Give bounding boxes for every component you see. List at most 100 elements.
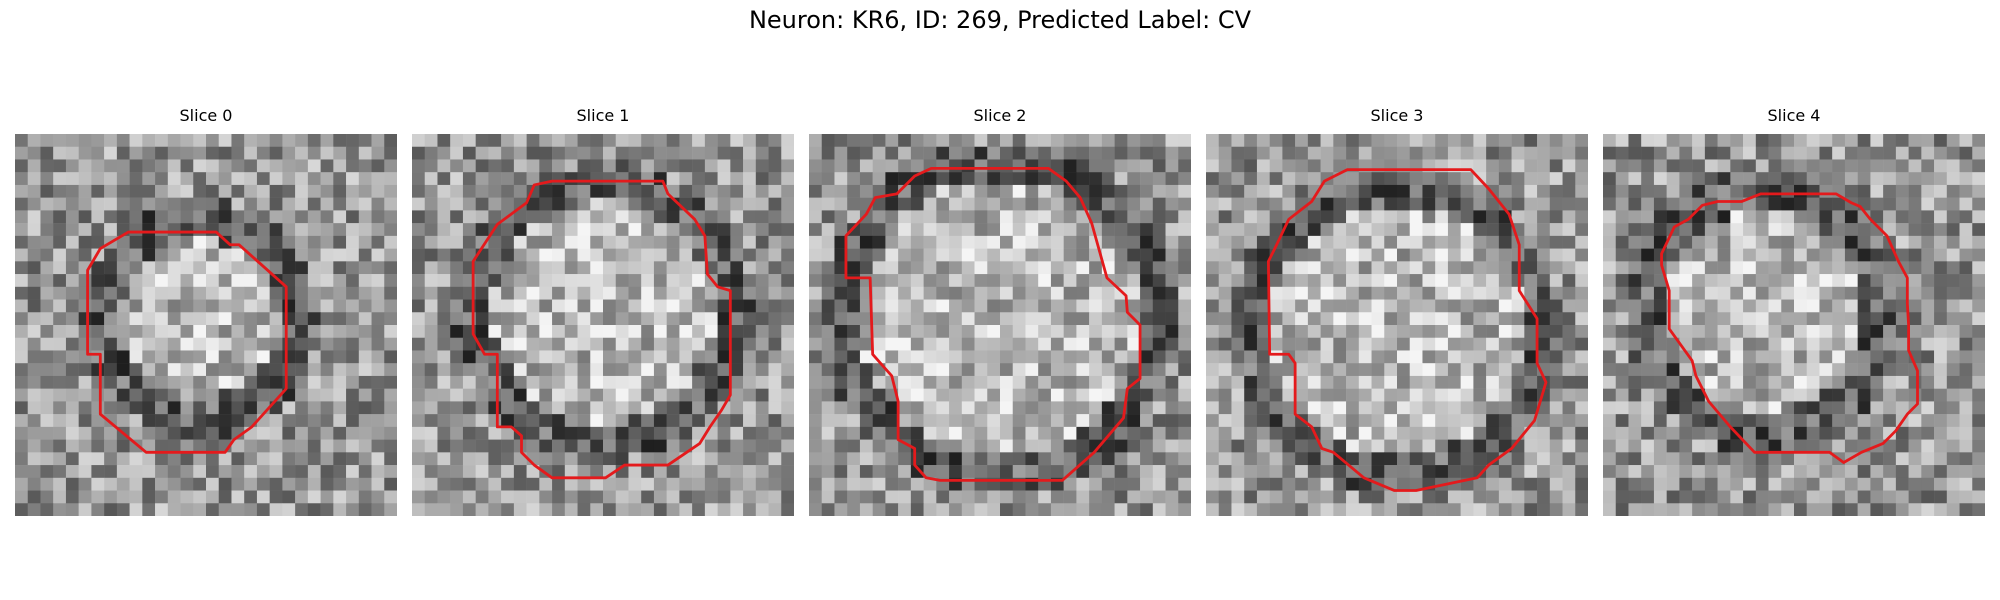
image-pixel (1307, 452, 1321, 466)
image-pixel (412, 223, 425, 237)
image-pixel (78, 452, 92, 466)
image-pixel (653, 146, 667, 160)
image-pixel (885, 350, 899, 364)
image-pixel (1295, 388, 1309, 402)
image-pixel (206, 426, 219, 440)
image-pixel (1371, 414, 1385, 428)
image-pixel (1794, 312, 1807, 326)
image-pixel (628, 146, 642, 160)
image-pixel (1435, 248, 1449, 262)
image-pixel (384, 146, 397, 160)
image-pixel (40, 325, 54, 338)
image-pixel (1000, 210, 1013, 224)
image-pixel (1511, 452, 1525, 466)
image-pixel (1231, 363, 1245, 377)
image-pixel (1730, 350, 1744, 364)
image-pixel (1844, 350, 1858, 364)
image-pixel (987, 235, 1001, 249)
image-pixel (898, 375, 912, 389)
image-pixel (923, 325, 937, 338)
image-pixel (1844, 172, 1858, 186)
image-pixel (1178, 235, 1191, 249)
image-pixel (412, 401, 425, 415)
image-pixel (755, 274, 769, 288)
image-pixel (1575, 439, 1588, 453)
image-pixel (1537, 490, 1551, 504)
image-pixel (53, 363, 67, 377)
image-pixel (244, 286, 258, 300)
image-pixel (155, 274, 169, 288)
image-pixel (1717, 401, 1731, 415)
image-pixel (1768, 350, 1782, 364)
image-pixel (1333, 426, 1347, 440)
image-pixel (755, 439, 769, 453)
image-pixel (666, 210, 680, 224)
image-pixel (320, 401, 334, 415)
image-pixel (872, 223, 886, 237)
image-pixel (333, 426, 347, 440)
image-pixel (155, 146, 169, 160)
image-pixel (104, 274, 118, 288)
image-pixel (1409, 452, 1423, 466)
image-pixel (15, 426, 28, 440)
image-pixel (577, 274, 591, 288)
image-pixel (1460, 350, 1474, 364)
image-pixel (1549, 503, 1563, 516)
image-pixel (834, 503, 848, 516)
image-pixel (1371, 350, 1385, 364)
image-pixel (1384, 426, 1398, 440)
image-pixel (1511, 490, 1525, 504)
image-pixel (834, 388, 848, 402)
image-pixel (1959, 414, 1973, 428)
image-pixel (872, 146, 886, 160)
image-pixel (1575, 235, 1588, 249)
image-pixel (1959, 223, 1973, 237)
image-pixel (1000, 248, 1013, 262)
image-pixel (1628, 146, 1642, 160)
image-pixel (577, 465, 591, 479)
image-pixel (1127, 172, 1141, 186)
image-pixel (1409, 350, 1423, 364)
image-pixel (1447, 375, 1461, 389)
image-pixel (1959, 197, 1973, 211)
image-pixel (218, 159, 232, 173)
image-pixel (346, 363, 360, 377)
image-pixel (1435, 490, 1449, 504)
image-pixel (27, 235, 41, 249)
image-pixel (552, 159, 566, 173)
image-pixel (1549, 235, 1563, 249)
image-pixel (320, 134, 334, 147)
image-pixel (424, 477, 438, 491)
image-pixel (1231, 197, 1245, 211)
image-pixel (1537, 350, 1551, 364)
image-pixel (1409, 235, 1423, 249)
image-pixel (1806, 312, 1820, 326)
image-pixel (847, 490, 861, 504)
image-pixel (1934, 274, 1948, 288)
image-pixel (488, 184, 502, 198)
image-pixel (1152, 223, 1166, 237)
image-pixel (1063, 223, 1077, 237)
image-pixel (1603, 350, 1616, 364)
image-pixel (1704, 363, 1718, 377)
image-pixel (1089, 375, 1103, 389)
image-pixel (256, 325, 270, 338)
image-pixel (704, 210, 718, 224)
image-pixel (1256, 235, 1270, 249)
image-pixel (513, 350, 527, 364)
image-pixel (615, 490, 629, 504)
image-pixel (1422, 401, 1436, 415)
image-pixel (269, 350, 283, 364)
image-pixel (1908, 388, 1922, 402)
image-pixel (1012, 159, 1026, 173)
image-pixel (1384, 223, 1398, 237)
image-pixel (1755, 286, 1769, 300)
image-pixel (320, 325, 334, 338)
image-pixel (666, 388, 680, 402)
image-pixel (1050, 312, 1064, 326)
image-pixel (1307, 299, 1321, 313)
image-pixel (1628, 337, 1642, 351)
image-pixel (1870, 490, 1884, 504)
image-pixel (1679, 184, 1693, 198)
image-pixel (1152, 235, 1166, 249)
